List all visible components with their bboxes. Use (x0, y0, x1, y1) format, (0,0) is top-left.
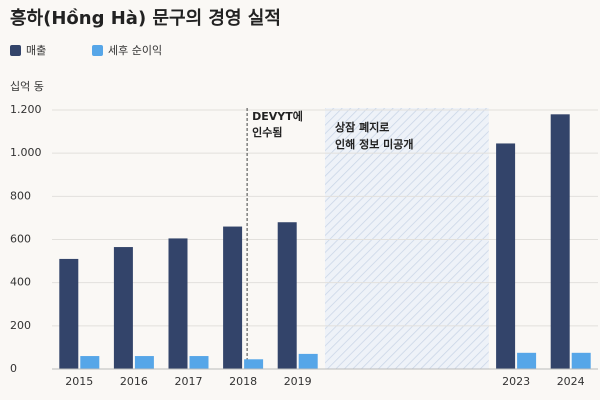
bar (113, 247, 133, 369)
y-tick-label: 1.200 (10, 103, 42, 116)
bar (550, 114, 570, 369)
legend-label: 매출 (26, 44, 46, 57)
bar (134, 356, 154, 369)
x-tick-label: 2023 (502, 375, 530, 388)
bar (59, 258, 79, 369)
x-tick-label: 2024 (557, 375, 585, 388)
annotation-text: 인해 정보 미공개 (335, 137, 414, 151)
bar (277, 222, 297, 369)
bar (168, 238, 188, 369)
bar (298, 353, 318, 369)
bar (571, 352, 591, 369)
bar (223, 226, 243, 369)
annotation-text: 인수됨 (252, 125, 282, 139)
y-tick-label: 800 (10, 189, 31, 202)
x-tick-label: 2015 (65, 375, 93, 388)
legend-label: 세후 순이익 (108, 44, 162, 57)
annotation-text: 상잠 폐지로 (335, 120, 389, 134)
bar (189, 356, 209, 369)
x-tick-label: 2019 (284, 375, 312, 388)
chart-title: 흥하(Hồng Hà) 문구의 경영 실적 (10, 7, 281, 29)
y-tick-label: 200 (10, 319, 31, 332)
y-tick-label: 0 (10, 362, 17, 375)
y-axis-label: 십억 동 (10, 80, 44, 93)
annotation-text: DEVYT에 (252, 109, 303, 123)
y-tick-label: 600 (10, 233, 31, 246)
y-tick-label: 1.000 (10, 146, 42, 159)
y-tick-label: 400 (10, 276, 31, 289)
bar (517, 352, 537, 369)
bar (496, 143, 516, 369)
bar (244, 359, 264, 369)
legend-swatch (10, 45, 21, 56)
x-tick-label: 2016 (120, 375, 148, 388)
x-tick-label: 2017 (175, 375, 203, 388)
bar (80, 356, 100, 369)
x-tick-label: 2018 (229, 375, 257, 388)
legend-swatch (92, 45, 103, 56)
